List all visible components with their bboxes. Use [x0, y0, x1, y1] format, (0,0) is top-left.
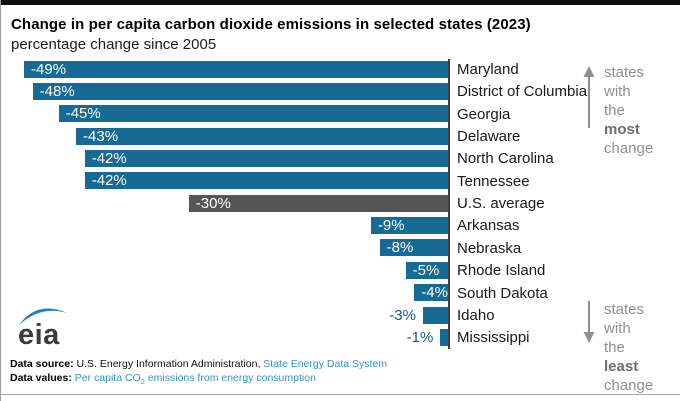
bar-row: -9% Arkansas	[1, 214, 680, 236]
annotation-most-line3: change	[604, 140, 654, 157]
state-bar	[24, 60, 449, 78]
bar-value-label: -4%	[421, 284, 448, 302]
annotation-most-line1: states with	[604, 64, 645, 100]
bar-row: -43% Delaware	[1, 125, 680, 147]
state-label: Idaho	[457, 306, 495, 324]
bar-row: -5% Rhode Island	[1, 259, 680, 281]
state-label: U.S. average	[457, 195, 545, 213]
bar-row: -42% Tennessee	[1, 170, 680, 192]
eia-logo: eia	[15, 302, 71, 353]
state-label: District of Columbia	[457, 83, 588, 101]
state-label: Tennessee	[457, 172, 530, 190]
state-label: Rhode Island	[457, 262, 546, 280]
baseline-axis	[447, 59, 450, 349]
state-label: Maryland	[457, 61, 519, 78]
state-bar	[405, 261, 449, 279]
annotation-least-line1: states with the	[604, 301, 645, 356]
bottom-border	[1, 394, 680, 395]
chart-header: Change in per capita carbon dioxide emis…	[11, 16, 531, 53]
source-link[interactable]: State Energy Data System	[263, 358, 388, 370]
state-bar	[414, 284, 449, 302]
bar-value-label: -3%	[389, 306, 416, 324]
bar-row: -4% South Dakota	[1, 282, 680, 304]
chart-subtitle: percentage change since 2005	[11, 36, 217, 53]
state-bar	[76, 127, 449, 145]
bar-row: -30% U.S. average	[1, 192, 680, 214]
state-bar	[379, 239, 449, 257]
state-bar	[440, 328, 449, 346]
data-source-line: Data source: U.S. Energy Information Adm…	[10, 358, 388, 370]
bar-row: -1% Mississippi	[1, 326, 680, 348]
top-border	[1, 0, 680, 5]
eia-logo-text: eia	[18, 319, 60, 348]
us-average-bar	[188, 194, 449, 212]
bar-value-label: -42%	[91, 150, 127, 168]
bar-value-label: -1%	[406, 328, 434, 346]
bar-row: -49% Maryland	[1, 58, 680, 80]
annotation-most-line2: the most	[604, 102, 640, 138]
bar-row: -48% District of Columbia	[1, 80, 680, 102]
bar-value-label: -49%	[31, 60, 67, 78]
eia-swoosh-icon	[19, 308, 67, 325]
bar-value-label: -45%	[65, 105, 101, 123]
state-bar	[84, 150, 449, 168]
state-label: Nebraska	[457, 239, 522, 257]
state-label: Arkansas	[457, 217, 520, 235]
bar-value-label: -48%	[39, 83, 75, 101]
up-arrow-icon	[583, 66, 595, 128]
state-label: North Carolina	[457, 150, 554, 168]
bar-value-label: -42%	[91, 172, 127, 190]
state-bar	[422, 306, 449, 324]
bar-value-label: -8%	[386, 239, 414, 257]
state-label: South Dakota	[457, 284, 548, 302]
bar-row: -8% Nebraska	[1, 237, 680, 259]
bar-chart: -49% Maryland -48% District of Columbia -45%…	[1, 58, 680, 351]
bar-row: -3% Idaho	[1, 304, 680, 326]
state-label: Mississippi	[457, 329, 530, 347]
state-label: Georgia	[457, 105, 511, 123]
footer: Data source: U.S. Energy Information Adm…	[10, 357, 387, 389]
annotation-least-line2: least change	[604, 358, 654, 394]
state-label: Delaware	[457, 128, 521, 146]
state-bar	[58, 105, 449, 123]
down-arrow-icon	[583, 301, 595, 343]
bar-value-label: -5%	[412, 261, 440, 279]
bar-row: -42% North Carolina	[1, 147, 680, 169]
state-bar	[370, 217, 449, 235]
bar-row: -45% Georgia	[1, 103, 680, 125]
values-link[interactable]: Per capita CO2 emissions from energy con…	[71, 372, 316, 387]
state-bar	[32, 83, 449, 101]
chart-title: Change in per capita carbon dioxide emis…	[11, 16, 531, 33]
bar-value-label: -9%	[377, 217, 405, 235]
bar-value-label: -30%	[195, 194, 231, 212]
bar-value-label: -43%	[83, 127, 119, 145]
eia-logo-graphic: eia	[18, 308, 67, 351]
state-bar	[84, 172, 449, 190]
data-values-line: Data values: Per capita CO2 emissions fr…	[10, 372, 316, 387]
